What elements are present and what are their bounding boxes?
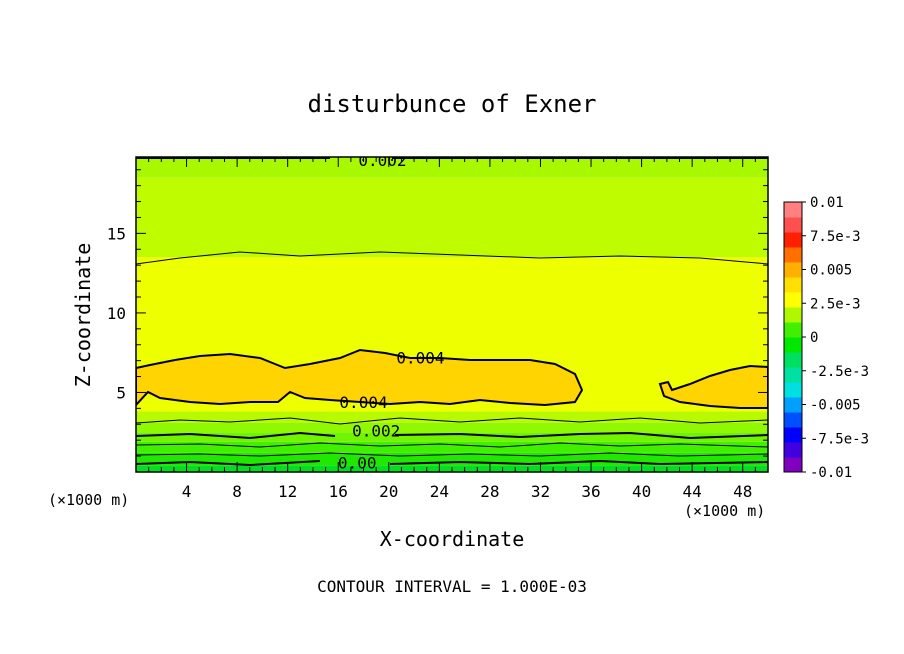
colorbar-tick-label: -7.5e-3 — [810, 431, 869, 447]
x-tick-label: 36 — [581, 482, 600, 501]
x-tick-label: 8 — [232, 482, 242, 501]
colorbar-segment — [784, 247, 802, 263]
contour-region-upper-left — [136, 348, 584, 407]
x-tick-label: 24 — [430, 482, 449, 501]
x-tick-label: 48 — [733, 482, 752, 501]
contour-line-0.002 — [136, 431, 768, 440]
colorbar-segment — [784, 367, 802, 383]
contour-band-5 — [136, 411, 768, 423]
x-axis-label: X-coordinate — [380, 527, 525, 551]
colorbar-segment — [784, 292, 802, 308]
colorbar-tick-label: 0.005 — [810, 263, 852, 279]
colorbar-segment — [784, 232, 802, 248]
colorbar-labels: 0.01 7.5e-3 0.005 2.5e-3 0 -2.5e-3 -0.005 -7.5e… — [802, 195, 869, 481]
colorbar-segment — [784, 337, 802, 353]
colorbar-segment — [784, 307, 802, 323]
y-axis-ticks: 5 10 15 — [107, 169, 768, 457]
contour-line-0.000 — [136, 459, 768, 467]
x-tick-label: 32 — [531, 482, 550, 501]
colorbar-tick-label: -0.005 — [810, 398, 861, 414]
contour-label: 0.00 — [338, 453, 377, 472]
colorbar-segment — [784, 397, 802, 413]
contour-labels: 0.002 0.004 0.004 0.002 0.00 — [338, 151, 445, 472]
y-tick-label: 15 — [107, 224, 126, 243]
x-tick-label: 28 — [480, 482, 499, 501]
colorbar-segment — [784, 202, 802, 218]
contour-region-right — [658, 364, 768, 409]
colorbar — [783, 201, 803, 473]
contour-label: 0.004 — [396, 348, 444, 367]
contour-line-upper — [136, 251, 768, 265]
x-tick-label: 4 — [182, 482, 192, 501]
x-unit-note-right: (×1000 m) — [684, 502, 765, 520]
y-tick-label: 5 — [116, 383, 126, 402]
contour-band-8 — [136, 157, 768, 178]
chart-title: disturbunce of Exner — [308, 90, 597, 118]
colorbar-segment — [784, 322, 802, 338]
contour-band-3 — [136, 432, 768, 442]
y-tick-label: 10 — [107, 304, 126, 323]
contour-band-2 — [136, 441, 768, 453]
contour-interval-note: CONTOUR INTERVAL = 1.000E-03 — [317, 577, 587, 596]
colorbar-segment — [784, 277, 802, 293]
x-tick-label: 44 — [683, 482, 702, 501]
colorbar-segment — [784, 427, 802, 443]
y-axis-label: Z-coordinate — [71, 243, 95, 388]
contour-band-4 — [136, 422, 768, 433]
contour-line-0.003 — [136, 417, 768, 425]
colorbar-segment — [784, 442, 802, 458]
colorbar-tick-label: 0.01 — [810, 195, 844, 211]
colorbar-segment — [784, 382, 802, 398]
x-tick-label: 16 — [329, 482, 348, 501]
colorbar-segment — [784, 262, 802, 278]
contour-label: 0.002 — [352, 422, 400, 441]
contour-band-7 — [136, 177, 768, 258]
plot-area: 0.002 0.004 0.004 0.002 0.00 — [136, 151, 768, 472]
x-unit-note-left: (×1000 m) — [48, 491, 129, 509]
x-tick-label: 12 — [278, 482, 297, 501]
x-tick-label: 20 — [379, 482, 398, 501]
colorbar-tick-label: 2.5e-3 — [810, 296, 861, 312]
filled-contour-bands — [136, 157, 768, 472]
colorbar-segment — [784, 217, 802, 233]
x-axis-ticks: 4 8 12 16 20 24 28 32 36 40 44 48 — [148, 157, 756, 501]
colorbar-segment — [784, 352, 802, 368]
colorbar-tick-label: 7.5e-3 — [810, 229, 861, 245]
contour-line-0.001 — [136, 452, 768, 457]
colorbar-segment — [784, 457, 802, 473]
x-tick-label: 40 — [632, 482, 651, 501]
colorbar-segment — [784, 412, 802, 428]
colorbar-tick-label: 0 — [810, 330, 818, 346]
contour-line-0.0015 — [136, 442, 768, 448]
contour-label: 0.002 — [358, 151, 406, 170]
colorbar-tick-label: -2.5e-3 — [810, 364, 869, 380]
contour-label: 0.004 — [339, 393, 387, 412]
colorbar-tick-label: -0.01 — [810, 465, 852, 481]
